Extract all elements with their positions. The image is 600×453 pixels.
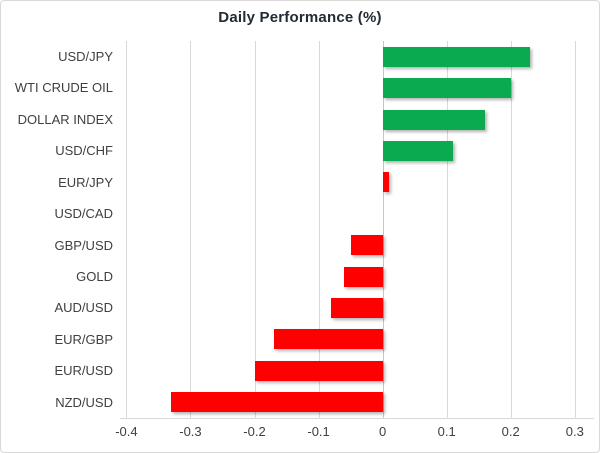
- bar-eur-jpy: [382, 172, 389, 193]
- x-tick-label: 0.2: [501, 424, 520, 439]
- x-tick-label: 0.3: [565, 424, 584, 439]
- x-tick-label: 0: [378, 424, 387, 439]
- category-label: EUR/JPY: [58, 174, 113, 190]
- x-tick-label: -0.4: [115, 424, 138, 439]
- gridline: [190, 41, 192, 418]
- x-tick-label: 0.1: [437, 424, 456, 439]
- x-tick-label: -0.2: [243, 424, 266, 439]
- category-label: NZD/USD: [55, 394, 113, 410]
- category-label: EUR/GBP: [54, 331, 113, 347]
- bar-eur-usd: [254, 360, 383, 381]
- gridline: [510, 41, 512, 418]
- category-label: GOLD: [76, 268, 113, 284]
- gridline: [126, 41, 128, 418]
- gridline: [574, 41, 576, 418]
- bar-gold: [344, 266, 383, 287]
- x-axis-tick-labels: -0.4 -0.3 -0.2 -0.1 0 0.1 0.2 0.3: [115, 422, 594, 448]
- category-label: EUR/USD: [54, 363, 113, 379]
- category-label: AUD/USD: [54, 300, 113, 316]
- category-label: WTI CRUDE OIL: [14, 80, 113, 96]
- bar-usd-chf: [382, 140, 454, 161]
- category-label: GBP/USD: [54, 237, 113, 253]
- chart-title: Daily Performance (%): [218, 9, 382, 26]
- category-label: USD/JPY: [58, 49, 113, 64]
- bar-eur-gbp: [273, 329, 383, 350]
- x-tick-label: -0.3: [179, 424, 202, 439]
- gridline: [254, 41, 256, 418]
- category-label: DOLLAR INDEX: [17, 111, 113, 127]
- category-label: USD/CHF: [55, 143, 113, 159]
- bar-usd-jpy: [382, 46, 530, 67]
- y-axis-category-labels: USD/JPY WTI CRUDE OIL DOLLAR INDEX USD/CHF E…: [1, 41, 113, 418]
- zero-gridline: [382, 41, 384, 418]
- bar-dollar-index: [382, 109, 486, 130]
- bar-gbp-usd: [350, 235, 383, 256]
- gridline: [446, 41, 448, 418]
- bar-wti-crude-oil: [382, 78, 511, 99]
- x-tick-label: -0.1: [307, 424, 330, 439]
- bar-aud-usd: [331, 298, 383, 319]
- category-label: USD/CAD: [54, 206, 113, 222]
- plot-area: [120, 41, 594, 419]
- bar-nzd-usd: [171, 392, 383, 413]
- gridline: [318, 41, 320, 418]
